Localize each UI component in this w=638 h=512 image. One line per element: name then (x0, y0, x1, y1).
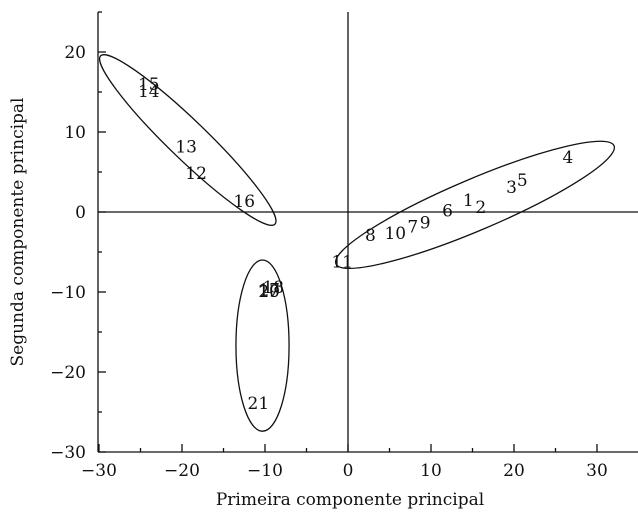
point-label-10: 10 (384, 224, 406, 244)
point-label-6: 6 (442, 201, 453, 221)
y-tick-label: 20 (64, 43, 86, 63)
y-tick-label: 0 (75, 203, 86, 223)
cluster-ellipse-2 (98, 54, 277, 226)
x-tick-label: 0 (343, 461, 354, 481)
y-tick-label: −30 (50, 443, 86, 463)
cluster-ellipse-3 (235, 259, 290, 432)
point-label-15: 15 (138, 75, 160, 95)
x-ticks: −30 −20 −10 0 10 20 30 (81, 444, 608, 481)
x-axis-title: Primeira componente principal (216, 490, 484, 510)
y-axis-title: Segunda componente principal (8, 98, 28, 367)
x-tick-label: −20 (164, 461, 200, 481)
y-tick-label: −10 (50, 283, 86, 303)
cluster-ellipse-1 (334, 140, 616, 270)
point-label-17: 17 (258, 281, 280, 301)
point-label-5: 5 (517, 171, 528, 191)
point-label-2: 2 (475, 198, 486, 218)
point-label-9: 9 (420, 213, 431, 233)
point-label-14: 14 (138, 82, 160, 102)
point-label-7: 7 (407, 217, 418, 237)
x-tick-label: 10 (420, 461, 442, 481)
x-tick-label: 30 (586, 461, 608, 481)
point-label-8: 8 (365, 226, 376, 246)
point-label-20: 20 (258, 282, 280, 302)
point-label-13: 13 (175, 137, 197, 157)
point-label-11: 11 (331, 253, 353, 273)
point-label-21: 21 (248, 394, 270, 414)
point-label-1: 1 (463, 191, 474, 211)
y-tick-label: −20 (50, 363, 86, 383)
point-label-18: 18 (262, 278, 284, 298)
cluster-ellipses (98, 54, 616, 432)
x-tick-label: 20 (503, 461, 525, 481)
point-label-3: 3 (506, 178, 517, 198)
point-label-19: 19 (258, 282, 280, 302)
point-label-16: 16 (233, 192, 255, 212)
point-label-4: 4 (563, 148, 574, 168)
y-tick-label: 10 (64, 123, 86, 143)
point-label-12: 12 (185, 164, 207, 184)
x-tick-label: −10 (247, 461, 283, 481)
y-ticks: −30 −20 −10 0 10 20 (50, 11, 106, 463)
x-tick-label: −30 (81, 461, 117, 481)
